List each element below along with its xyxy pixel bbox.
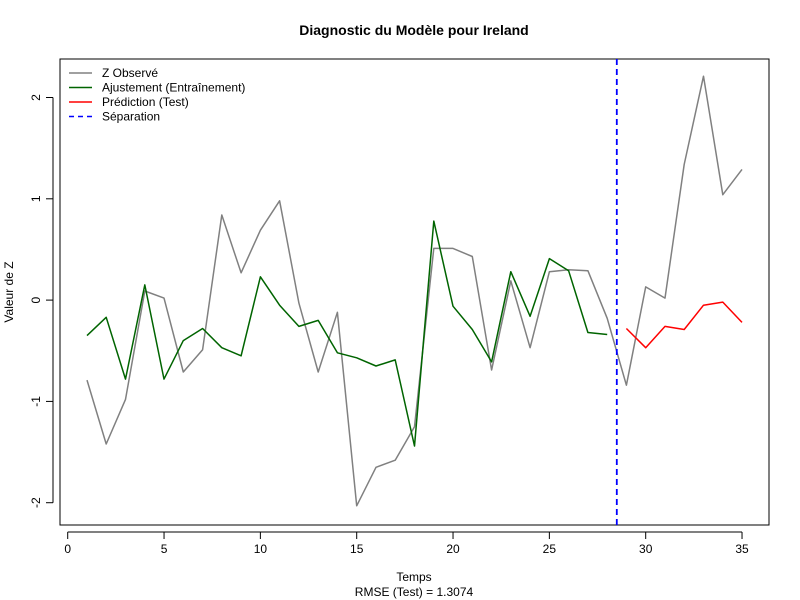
plot-frame	[59, 58, 770, 526]
x-tick-label: 15	[350, 542, 364, 556]
series-line-ajustement-entrainement	[86, 220, 608, 447]
y-tick-label: -2	[29, 497, 43, 508]
series-line-prediction-test	[625, 301, 743, 349]
series-layer	[86, 59, 743, 525]
y-tick-label: -1	[29, 396, 43, 407]
y-tick-label: 1	[29, 195, 43, 202]
chart-subtitle: RMSE (Test) = 1.3074	[355, 585, 474, 599]
x-tick-label: 0	[64, 542, 71, 556]
x-axis: 0 5 10 15 20 25 30 35	[64, 531, 749, 556]
x-tick-label: 35	[735, 542, 749, 556]
x-axis-label: Temps	[396, 570, 431, 584]
y-axis: -2 -1 0 1 2	[29, 94, 54, 508]
x-tick-label: 30	[639, 542, 653, 556]
y-axis-label: Valeur de Z	[2, 261, 16, 322]
series-line-z-observe	[86, 75, 743, 507]
x-tick-label: 20	[446, 542, 460, 556]
x-tick-label: 25	[543, 542, 557, 556]
legend-label: Ajustement (Entraînement)	[102, 81, 245, 95]
chart-title: Diagnostic du Modèle pour Ireland	[299, 22, 528, 38]
legend-label: Z Observé	[102, 66, 158, 80]
x-tick-label: 5	[161, 542, 168, 556]
x-tick-label: 10	[254, 542, 268, 556]
y-tick-label: 2	[29, 94, 43, 101]
y-tick-label: 0	[29, 296, 43, 303]
legend-label: Prédiction (Test)	[102, 95, 189, 109]
legend-label: Séparation	[102, 110, 160, 124]
